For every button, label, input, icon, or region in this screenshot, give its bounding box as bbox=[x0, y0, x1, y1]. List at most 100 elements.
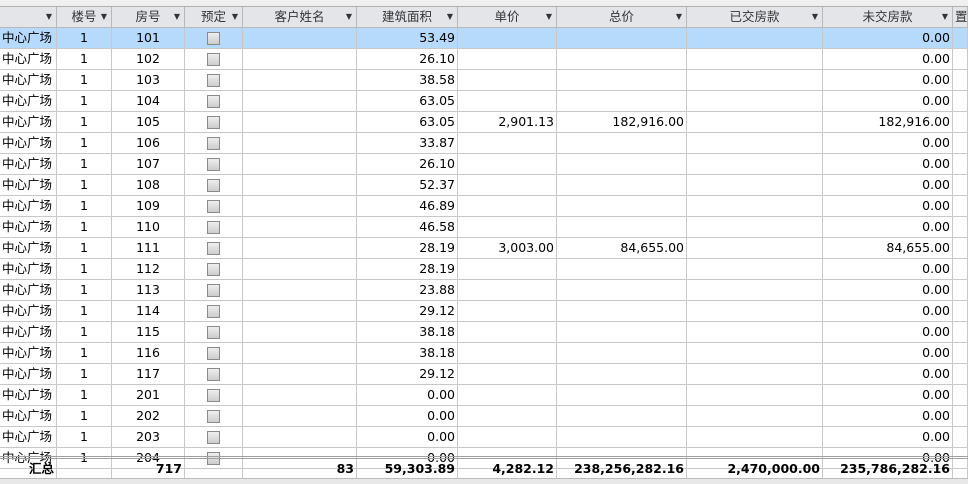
table-row[interactable]: 中心广场 1 112 28.19 0.00 bbox=[0, 259, 968, 280]
cell[interactable] bbox=[458, 91, 557, 111]
cell[interactable]: 203 bbox=[112, 427, 185, 447]
cell[interactable] bbox=[458, 343, 557, 363]
filter-dropdown-icon[interactable]: ▼ bbox=[231, 12, 238, 21]
checkbox-icon[interactable] bbox=[207, 137, 220, 150]
cell[interactable] bbox=[953, 364, 968, 384]
checkbox-icon[interactable] bbox=[207, 53, 220, 66]
cell[interactable]: 1 bbox=[57, 364, 112, 384]
table-row[interactable]: 中心广场 1 106 33.87 0.00 bbox=[0, 133, 968, 154]
cell[interactable] bbox=[243, 259, 357, 279]
cell[interactable] bbox=[953, 343, 968, 363]
cell[interactable] bbox=[687, 70, 823, 90]
table-row[interactable]: 中心广场 1 201 0.00 0.00 bbox=[0, 385, 968, 406]
column-header-5[interactable]: 建筑面积 ▼ bbox=[357, 7, 458, 27]
cell[interactable] bbox=[243, 133, 357, 153]
cell[interactable] bbox=[458, 385, 557, 405]
cell[interactable]: 0.00 bbox=[823, 28, 953, 48]
cell[interactable]: 1 bbox=[57, 343, 112, 363]
cell[interactable]: 中心广场 bbox=[0, 322, 57, 342]
table-row[interactable]: 中心广场 1 115 38.18 0.00 bbox=[0, 322, 968, 343]
cell[interactable] bbox=[557, 49, 687, 69]
checkbox-icon[interactable] bbox=[207, 158, 220, 171]
cell[interactable] bbox=[458, 154, 557, 174]
checkbox-icon[interactable] bbox=[207, 95, 220, 108]
reserved-checkbox[interactable] bbox=[185, 154, 243, 174]
column-header-0[interactable]: ▼ bbox=[0, 7, 57, 27]
table-row[interactable]: 中心广场 1 117 29.12 0.00 bbox=[0, 364, 968, 385]
checkbox-icon[interactable] bbox=[207, 347, 220, 360]
cell[interactable] bbox=[953, 427, 968, 447]
cell[interactable] bbox=[243, 70, 357, 90]
cell[interactable]: 28.19 bbox=[357, 238, 458, 258]
cell[interactable] bbox=[557, 280, 687, 300]
checkbox-icon[interactable] bbox=[207, 242, 220, 255]
cell[interactable]: 中心广场 bbox=[0, 49, 57, 69]
cell[interactable]: 中心广场 bbox=[0, 301, 57, 321]
cell[interactable] bbox=[458, 406, 557, 426]
cell[interactable]: 0.00 bbox=[823, 385, 953, 405]
cell[interactable] bbox=[953, 112, 968, 132]
table-row[interactable]: 中心广场 1 107 26.10 0.00 bbox=[0, 154, 968, 175]
cell[interactable] bbox=[557, 406, 687, 426]
checkbox-icon[interactable] bbox=[207, 74, 220, 87]
cell[interactable]: 1 bbox=[57, 133, 112, 153]
cell[interactable]: 中心广场 bbox=[0, 133, 57, 153]
cell[interactable] bbox=[953, 406, 968, 426]
cell[interactable] bbox=[953, 301, 968, 321]
cell[interactable] bbox=[953, 385, 968, 405]
cell[interactable]: 107 bbox=[112, 154, 185, 174]
reserved-checkbox[interactable] bbox=[185, 112, 243, 132]
cell[interactable] bbox=[953, 175, 968, 195]
cell[interactable]: 中心广场 bbox=[0, 238, 57, 258]
cell[interactable]: 201 bbox=[112, 385, 185, 405]
cell[interactable]: 117 bbox=[112, 364, 185, 384]
cell[interactable]: 1 bbox=[57, 301, 112, 321]
column-header-3[interactable]: 预定 ▼ bbox=[185, 7, 243, 27]
checkbox-icon[interactable] bbox=[207, 326, 220, 339]
cell[interactable] bbox=[458, 70, 557, 90]
cell[interactable] bbox=[243, 196, 357, 216]
table-row[interactable]: 中心广场 1 108 52.37 0.00 bbox=[0, 175, 968, 196]
cell[interactable] bbox=[557, 28, 687, 48]
cell[interactable]: 1 bbox=[57, 175, 112, 195]
filter-dropdown-icon[interactable]: ▼ bbox=[100, 12, 107, 21]
cell[interactable]: 33.87 bbox=[357, 133, 458, 153]
cell[interactable]: 102 bbox=[112, 49, 185, 69]
filter-dropdown-icon[interactable]: ▼ bbox=[173, 12, 180, 21]
cell[interactable] bbox=[458, 301, 557, 321]
cell[interactable]: 0.00 bbox=[823, 427, 953, 447]
reserved-checkbox[interactable] bbox=[185, 343, 243, 363]
cell[interactable] bbox=[557, 385, 687, 405]
cell[interactable]: 116 bbox=[112, 343, 185, 363]
cell[interactable] bbox=[953, 49, 968, 69]
checkbox-icon[interactable] bbox=[207, 284, 220, 297]
table-row[interactable]: 中心广场 1 202 0.00 0.00 bbox=[0, 406, 968, 427]
cell[interactable] bbox=[243, 364, 357, 384]
cell[interactable]: 1 bbox=[57, 259, 112, 279]
cell[interactable]: 中心广场 bbox=[0, 196, 57, 216]
cell[interactable]: 52.37 bbox=[357, 175, 458, 195]
cell[interactable]: 84,655.00 bbox=[557, 238, 687, 258]
cell[interactable] bbox=[458, 217, 557, 237]
cell[interactable] bbox=[243, 112, 357, 132]
cell[interactable] bbox=[557, 196, 687, 216]
cell[interactable]: 0.00 bbox=[823, 259, 953, 279]
cell[interactable] bbox=[458, 49, 557, 69]
cell[interactable]: 1 bbox=[57, 427, 112, 447]
reserved-checkbox[interactable] bbox=[185, 259, 243, 279]
checkbox-icon[interactable] bbox=[207, 116, 220, 129]
cell[interactable]: 106 bbox=[112, 133, 185, 153]
cell[interactable]: 1 bbox=[57, 217, 112, 237]
cell[interactable]: 0.00 bbox=[823, 217, 953, 237]
reserved-checkbox[interactable] bbox=[185, 91, 243, 111]
cell[interactable]: 中心广场 bbox=[0, 70, 57, 90]
cell[interactable]: 110 bbox=[112, 217, 185, 237]
cell[interactable] bbox=[687, 322, 823, 342]
table-row[interactable]: 中心广场 1 105 63.05 2,901.13 182,916.00 182,916.0… bbox=[0, 112, 968, 133]
cell[interactable] bbox=[243, 175, 357, 195]
checkbox-icon[interactable] bbox=[207, 389, 220, 402]
cell[interactable] bbox=[687, 217, 823, 237]
cell[interactable] bbox=[687, 280, 823, 300]
cell[interactable]: 0.00 bbox=[823, 364, 953, 384]
table-row[interactable]: 中心广场 1 104 63.05 0.00 bbox=[0, 91, 968, 112]
